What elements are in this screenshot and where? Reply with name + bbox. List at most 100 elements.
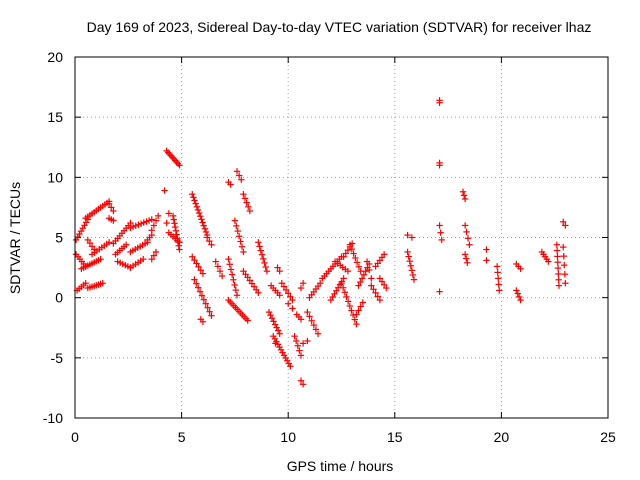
data-point: [436, 99, 443, 106]
data-point: [352, 254, 359, 262]
data-point: [513, 287, 520, 294]
data-point: [310, 321, 317, 329]
data-point: [189, 253, 196, 260]
data-point: [350, 250, 357, 257]
data-point: [206, 308, 213, 315]
data-point: [278, 280, 286, 287]
data-point: [271, 321, 279, 328]
data-point: [176, 246, 183, 253]
data-point: [230, 276, 237, 283]
data-point: [235, 233, 243, 240]
data-point: [360, 271, 368, 279]
data-point: [238, 243, 246, 250]
data-point: [554, 253, 561, 260]
data-point: [150, 222, 158, 229]
data-points: [72, 97, 569, 388]
x-tick-label: 10: [280, 429, 296, 445]
data-point: [351, 316, 358, 323]
data-point: [191, 197, 198, 204]
data-point: [366, 266, 373, 274]
data-point: [314, 330, 322, 337]
data-point: [203, 234, 211, 241]
data-point: [459, 188, 467, 195]
data-point: [460, 192, 468, 199]
data-point: [198, 216, 205, 223]
data-point: [148, 216, 155, 223]
data-point: [246, 207, 254, 215]
data-point: [214, 263, 222, 270]
data-point: [561, 271, 569, 278]
data-point: [240, 248, 247, 256]
data-point: [189, 190, 196, 198]
data-point: [376, 296, 384, 304]
data-point: [287, 293, 294, 300]
data-point: [495, 275, 502, 282]
data-point: [199, 318, 207, 325]
data-point: [164, 149, 172, 156]
data-point: [466, 241, 473, 248]
data-point: [312, 326, 320, 333]
data-point: [306, 313, 313, 320]
data-point: [199, 219, 206, 226]
data-point: [202, 228, 210, 236]
data-point: [170, 155, 177, 163]
data-point: [289, 305, 296, 312]
data-point: [227, 266, 235, 273]
x-tick-label: 0: [71, 429, 79, 445]
data-point: [338, 280, 345, 287]
data-point: [200, 222, 207, 229]
data-point: [175, 242, 182, 249]
data-point: [304, 337, 311, 345]
data-point: [297, 316, 305, 323]
data-point: [346, 302, 353, 310]
data-point: [105, 200, 113, 208]
data-point: [163, 219, 170, 227]
data-point: [167, 152, 175, 159]
data-point: [406, 257, 413, 265]
data-point: [383, 284, 390, 292]
axis-ticks: [74, 56, 609, 419]
data-point: [243, 199, 250, 206]
data-point: [234, 227, 241, 235]
data-point: [194, 284, 202, 291]
data-point: [231, 217, 239, 224]
data-point: [404, 231, 411, 239]
y-tick-label: 15: [47, 109, 63, 125]
data-point: [150, 252, 158, 259]
x-axis-label: GPS time / hours: [287, 458, 394, 474]
data-point: [464, 259, 471, 266]
data-point: [88, 243, 96, 250]
data-point: [274, 327, 282, 334]
data-point: [176, 239, 183, 246]
data-point: [355, 263, 363, 270]
data-point: [152, 217, 160, 224]
data-point: [268, 315, 276, 322]
data-point: [289, 296, 296, 304]
data-point: [376, 275, 384, 282]
data-point: [196, 288, 204, 295]
data-point: [353, 311, 360, 318]
data-point: [553, 241, 561, 248]
data-point: [110, 207, 117, 215]
data-point: [343, 293, 350, 301]
data-point: [554, 264, 562, 272]
data-point: [353, 320, 360, 328]
data-point: [276, 330, 283, 337]
data-point: [287, 363, 294, 370]
data-point: [257, 247, 264, 254]
data-point: [202, 300, 209, 307]
y-axis-label: SDTVAR / TECUs: [7, 182, 23, 294]
data-point: [346, 241, 354, 248]
data-point: [193, 280, 200, 287]
data-point: [355, 307, 362, 314]
data-point: [368, 282, 375, 289]
data-point: [195, 263, 202, 271]
data-point: [274, 264, 281, 271]
data-point: [276, 267, 283, 275]
data-point: [261, 259, 268, 267]
data-point: [344, 298, 352, 305]
x-tick-label: 25: [600, 429, 616, 445]
data-point: [280, 283, 288, 290]
data-point: [282, 286, 290, 294]
